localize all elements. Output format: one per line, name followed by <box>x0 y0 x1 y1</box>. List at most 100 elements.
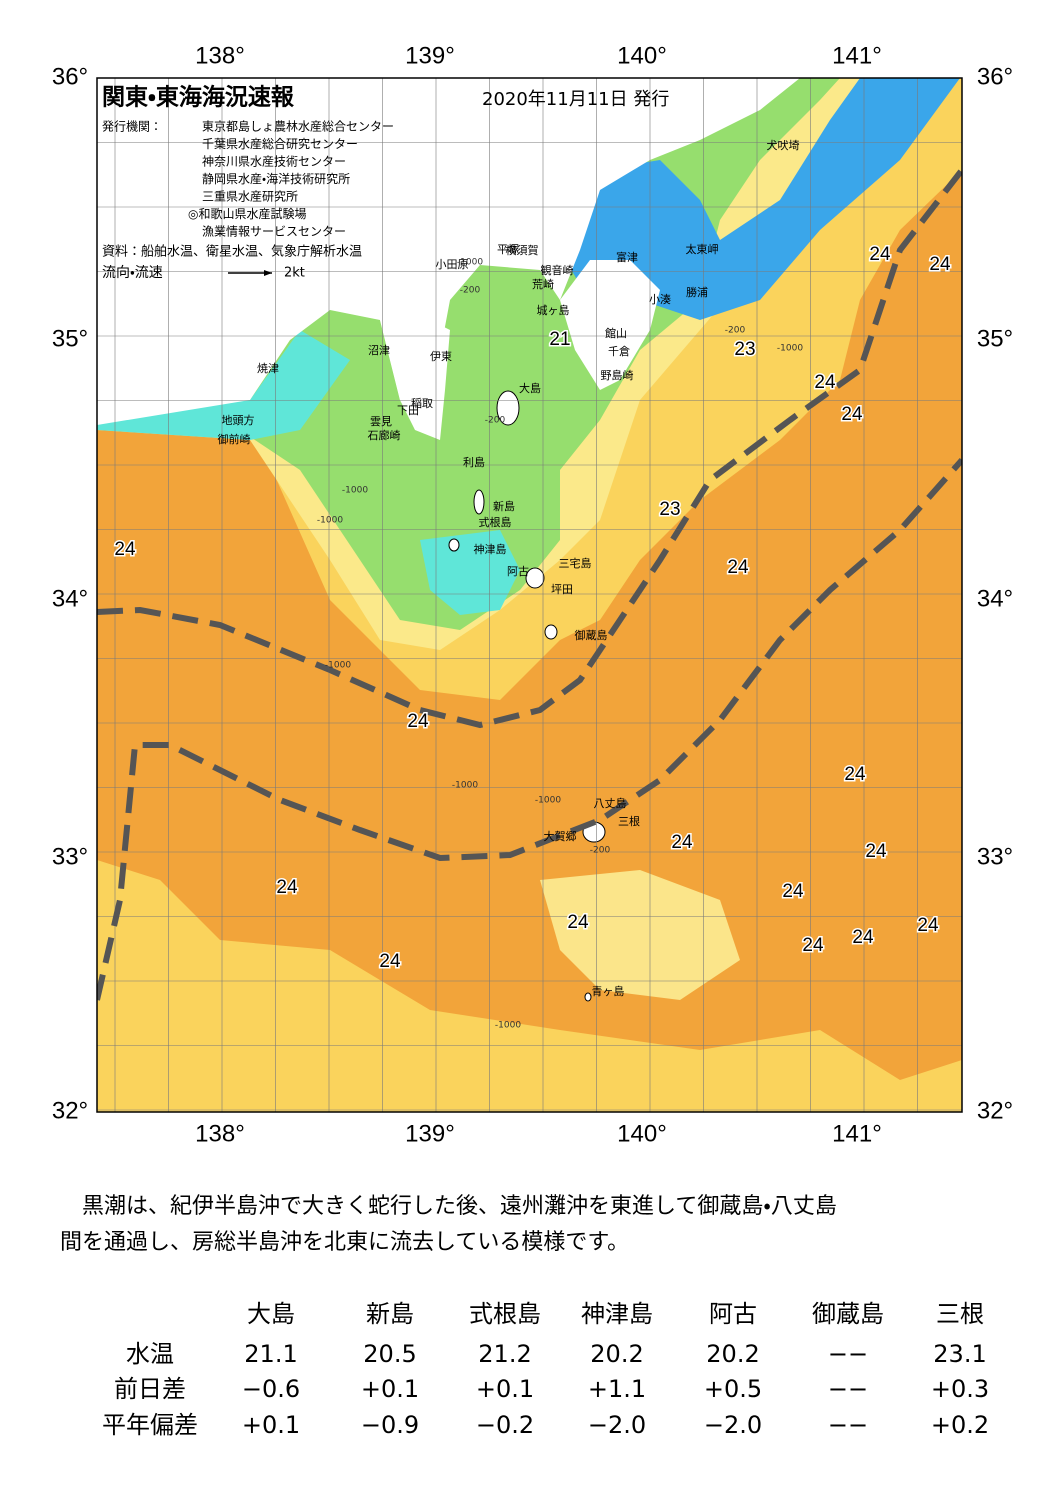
issuer: 神奈川県水産技術センター <box>202 154 346 169</box>
light-yellow-water <box>540 870 740 1000</box>
place-label: 御前崎 <box>218 432 251 446</box>
lat-label: 33° <box>52 843 88 870</box>
place-label: 阿古 <box>507 565 529 578</box>
table-header: 大島 <box>247 1300 295 1328</box>
lon-label: 140° <box>617 1120 667 1147</box>
source: 資料：船舶水温、衛星水温、気象庁解析水温 <box>102 244 362 260</box>
temperature-label: 23 <box>659 499 680 520</box>
place-label: 大島 <box>519 381 541 395</box>
legend-arrowhead <box>264 270 272 276</box>
place-label: 利島 <box>463 455 485 469</box>
lon-label: 138° <box>195 1120 245 1147</box>
depth-label: -1000 <box>457 258 483 268</box>
temperature-label: 24 <box>782 881 804 902</box>
place-label: 城ヶ島 <box>537 303 570 317</box>
row-label: 水温 <box>126 1340 174 1368</box>
depth-label: -200 <box>460 286 481 296</box>
table-cell: 20.5 <box>363 1340 416 1368</box>
issuer: ◎和歌山県水産試験場 <box>188 206 306 221</box>
table-header: 式根島 <box>469 1300 541 1328</box>
table-cell: −− <box>828 1340 868 1368</box>
place-label: 坪田 <box>551 583 573 596</box>
land <box>97 78 800 425</box>
island <box>496 390 520 426</box>
lon-label: 140° <box>617 42 667 69</box>
table-cell: +0.5 <box>704 1375 762 1403</box>
table-header: 御蔵島 <box>812 1300 884 1328</box>
table-cell: +0.1 <box>242 1411 300 1439</box>
table-cell: 21.2 <box>478 1340 531 1368</box>
issue-date: 2020年11月11日 発行 <box>482 89 669 110</box>
table-cell: −2.0 <box>704 1411 762 1439</box>
temperature-label: 24 <box>852 927 874 948</box>
table-cell: −2.0 <box>588 1411 646 1439</box>
depth-label: -200 <box>590 846 611 856</box>
temperature-label: 24 <box>814 372 836 393</box>
place-label: 八丈島 <box>594 796 627 810</box>
lat-label: 34° <box>977 585 1013 612</box>
place-label: 富津 <box>616 251 638 264</box>
place-label: 小田原 <box>436 258 469 271</box>
temperature-label: 24 <box>865 841 887 862</box>
temperature-label: 23 <box>734 339 755 360</box>
place-label: 石廊崎 <box>368 428 401 442</box>
place-label: 三宅島 <box>559 556 592 570</box>
izu-peninsula <box>380 320 450 440</box>
table-cell: +0.1 <box>476 1375 534 1403</box>
title: 関東・東海海況速報 <box>102 84 295 111</box>
table-cell: −0.2 <box>476 1411 534 1439</box>
issuer: 静岡県水産・海洋技術研究所 <box>202 171 350 186</box>
table-cell: 23.1 <box>933 1340 986 1368</box>
blue-water <box>560 78 960 320</box>
table-cell: +1.1 <box>588 1375 646 1403</box>
table-header: 阿古 <box>709 1300 757 1328</box>
depth-label: -1000 <box>317 516 343 526</box>
island <box>473 489 485 515</box>
lat-label: 33° <box>977 843 1013 870</box>
issuers-label: 発行機関： <box>102 120 162 134</box>
table-cell: −− <box>828 1411 868 1439</box>
description: 間を通過し、房総半島沖を北東に流去している模様です。 <box>60 1230 629 1255</box>
temperature-label: 24 <box>379 951 401 972</box>
lon-label: 141° <box>832 42 882 69</box>
place-label: 御蔵島 <box>575 628 608 642</box>
place-label: 館山 <box>605 327 627 340</box>
depth-label: -1000 <box>777 344 803 354</box>
temperature-label: 24 <box>869 244 891 265</box>
temperature-label: 24 <box>567 912 589 933</box>
lon-label: 139° <box>405 1120 455 1147</box>
lat-label: 36° <box>977 63 1013 90</box>
temperature-label: 24 <box>929 254 951 275</box>
temperature-label: 24 <box>917 915 939 936</box>
place-label: 野島崎 <box>601 368 634 382</box>
depth-label: -1000 <box>342 486 368 496</box>
lat-label: 36° <box>52 63 88 90</box>
table-header: 神津島 <box>581 1300 653 1328</box>
place-label: 荒崎 <box>532 277 554 291</box>
temperature-label: 21 <box>549 329 570 350</box>
lon-label: 141° <box>832 1120 882 1147</box>
table-cell: +0.2 <box>931 1411 989 1439</box>
depth-label: -1000 <box>535 796 561 806</box>
place-label: 下田 <box>397 404 419 417</box>
place-label: 稲取 <box>411 397 433 410</box>
lon-label: 139° <box>405 42 455 69</box>
lat-label: 35° <box>52 325 88 352</box>
place-label: 大賀郷 <box>544 829 577 843</box>
place-label: 犬吠埼 <box>767 138 800 152</box>
place-label: 横須賀 <box>506 243 539 257</box>
place-label: 焼津 <box>257 362 279 375</box>
table-cell: −0.6 <box>242 1375 300 1403</box>
place-label: 観音崎 <box>541 263 574 277</box>
depth-label: -200 <box>485 416 506 426</box>
issuer: 漁業情報サービスセンター <box>202 225 346 239</box>
legend-label: 流向・流速 <box>102 265 163 281</box>
place-label: 平塚 <box>497 242 519 256</box>
place-label: 小湊 <box>649 292 671 306</box>
lon-label: 138° <box>195 42 245 69</box>
map-frame <box>96 77 963 1113</box>
legend-speed: 2kt <box>284 266 305 281</box>
description: 黒潮は、紀伊半島沖で大きく蛇行した後、遠州灘沖を東進して御蔵島・八丈島 <box>60 1194 837 1219</box>
temperature-label: 24 <box>844 764 866 785</box>
place-label: 雲見 <box>370 415 392 428</box>
